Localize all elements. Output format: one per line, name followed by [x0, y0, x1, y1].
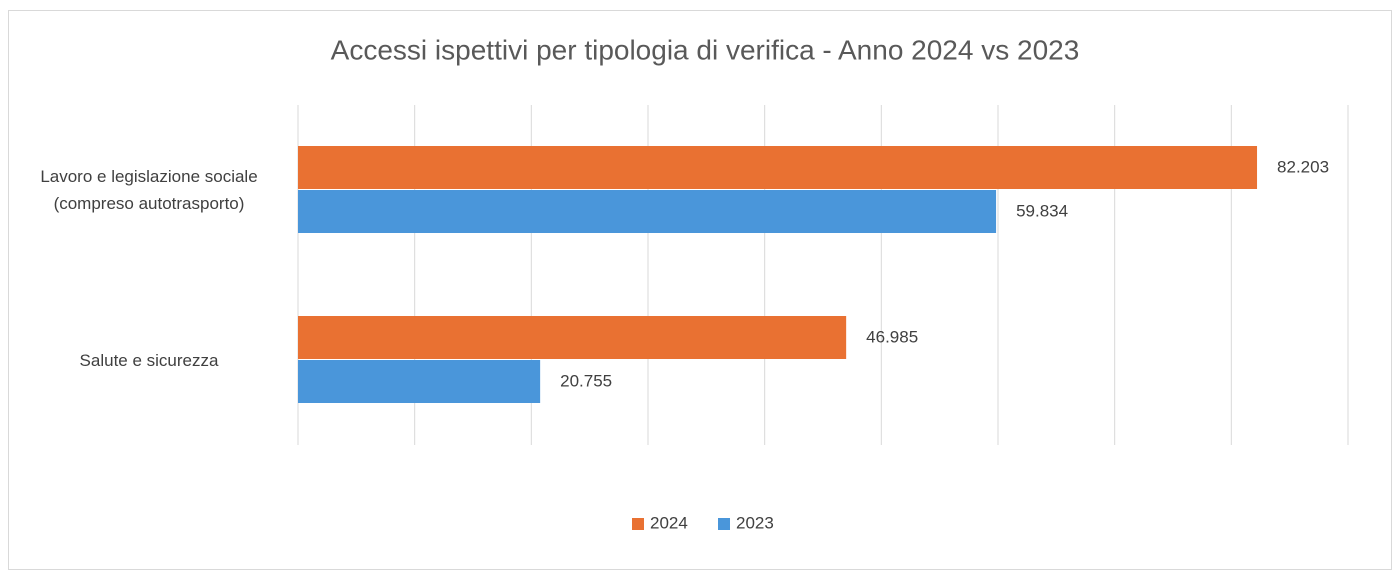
data-label: 20.755 — [560, 371, 612, 390]
legend-swatch — [632, 518, 644, 530]
chart-title: Accessi ispettivi per tipologia di verif… — [331, 34, 1080, 65]
bar — [298, 190, 997, 233]
page: {"chart_data": {"type": "hbar", "title":… — [8, 10, 1392, 570]
bar — [298, 316, 847, 359]
legend-swatch — [718, 518, 730, 530]
legend-label: 2024 — [650, 513, 688, 532]
data-label: 46.985 — [866, 327, 918, 346]
chart: Accessi ispettivi per tipologia di verif… — [297, 34, 1349, 532]
category-label: Salute e sicurezza — [79, 350, 219, 370]
bar — [298, 146, 1258, 189]
legend-label: 2023 — [736, 513, 774, 532]
category-label: Lavoro e legislazione sociale (compreso … — [40, 167, 258, 213]
bar — [298, 360, 541, 403]
data-label: 59.834 — [1016, 201, 1068, 220]
data-label: 82.203 — [1277, 157, 1329, 176]
